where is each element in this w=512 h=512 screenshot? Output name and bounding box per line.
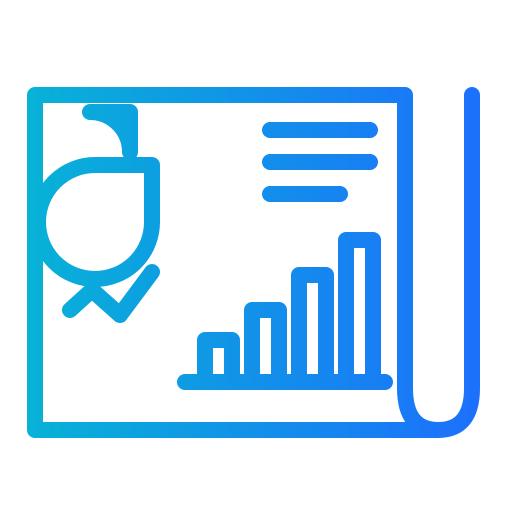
- bar-chart-icon: [185, 240, 385, 382]
- dashboard-report-icon: [0, 0, 512, 512]
- text-lines-icon: [270, 130, 370, 194]
- pie-chart-icon: [38, 112, 152, 279]
